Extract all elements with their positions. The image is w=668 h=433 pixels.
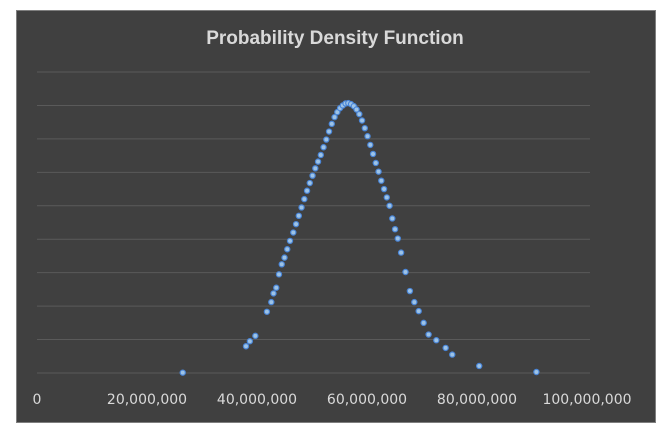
- data-point: [328, 120, 335, 128]
- data-point: [292, 220, 300, 228]
- data-point: [323, 136, 330, 143]
- data-point: [361, 124, 368, 132]
- data-point: [425, 331, 432, 338]
- chart-area: [16, 10, 656, 423]
- data-point: [364, 133, 371, 140]
- data-point: [179, 369, 186, 376]
- data-point: [298, 204, 305, 211]
- data-point: [290, 229, 297, 236]
- data-point: [372, 159, 379, 167]
- data-point: [286, 237, 294, 245]
- data-point: [325, 128, 333, 135]
- data-point: [433, 337, 440, 344]
- x-tick-label: 100,000,000: [542, 392, 631, 408]
- data-point: [268, 298, 275, 306]
- data-point: [391, 225, 399, 233]
- x-tick-label: 60,000,000: [327, 392, 407, 408]
- gridlines: [37, 71, 590, 374]
- data-point: [281, 254, 288, 261]
- data-points: [179, 99, 540, 376]
- data-point: [252, 332, 259, 340]
- data-point: [397, 249, 405, 256]
- data-point: [284, 246, 291, 253]
- data-point: [273, 284, 280, 291]
- x-tick-label: 40,000,000: [217, 392, 297, 408]
- data-point: [367, 141, 374, 149]
- data-point: [406, 287, 414, 295]
- data-point: [301, 195, 308, 203]
- data-point: [394, 235, 401, 242]
- data-point: [380, 185, 388, 193]
- data-point: [320, 144, 327, 151]
- data-point: [275, 271, 283, 278]
- chart-title: Probability Density Function: [206, 28, 464, 49]
- data-point: [415, 307, 422, 315]
- data-point: [353, 106, 360, 113]
- data-point: [369, 150, 377, 158]
- data-point: [270, 290, 277, 297]
- data-point: [386, 202, 393, 209]
- data-point: [402, 268, 409, 276]
- data-point: [389, 215, 396, 222]
- x-tick-label: 80,000,000: [437, 392, 517, 408]
- data-point: [312, 165, 319, 172]
- data-point: [314, 158, 322, 165]
- data-point: [378, 177, 385, 184]
- data-point: [242, 343, 250, 350]
- data-point: [375, 168, 382, 175]
- data-point: [411, 298, 418, 306]
- data-point: [246, 338, 254, 345]
- x-axis-tick-labels: 0 20,000,000 40,000,000 60,000,000 80,000,00…: [33, 392, 632, 408]
- data-point: [442, 344, 449, 352]
- data-point: [309, 172, 316, 179]
- x-tick-label: 0: [33, 392, 42, 408]
- data-point: [278, 261, 285, 268]
- data-point: [306, 179, 313, 187]
- data-point: [383, 194, 390, 201]
- data-point: [420, 319, 427, 327]
- data-point: [331, 113, 338, 121]
- data-point: [263, 308, 271, 315]
- data-point: [533, 368, 540, 376]
- data-point: [295, 212, 302, 220]
- data-point: [317, 151, 324, 159]
- data-point: [476, 362, 483, 370]
- data-point: [449, 351, 456, 358]
- data-point: [356, 110, 363, 118]
- x-tick-label: 20,000,000: [107, 392, 187, 408]
- data-point: [358, 117, 366, 124]
- data-point: [303, 187, 311, 194]
